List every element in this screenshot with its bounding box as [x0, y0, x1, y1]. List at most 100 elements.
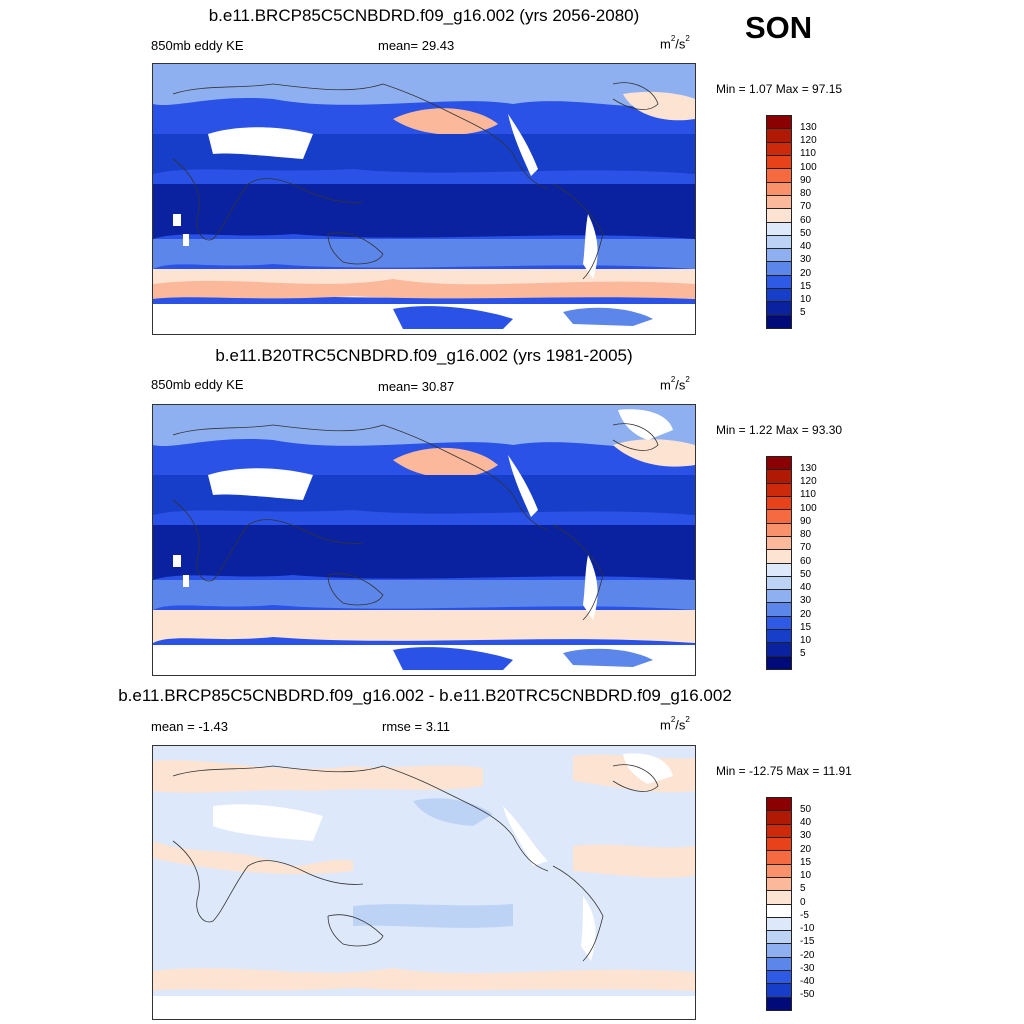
colorbar-swatch: [767, 470, 791, 484]
colorbar-swatch: [767, 302, 791, 316]
colorbar-swatch: [767, 249, 791, 263]
panel-2-units: m2/s2: [660, 375, 690, 393]
colorbar-swatch: [767, 616, 791, 631]
colorbar-tick-label: 20: [800, 844, 812, 855]
colorbar-swatch: [767, 811, 791, 825]
colorbar-swatch: [767, 997, 791, 1010]
colorbar-tick-label: 50: [800, 569, 812, 580]
colorbar-tick-label: 90: [800, 516, 812, 527]
colorbar-swatch: [767, 798, 791, 812]
colorbar-tick-label: 5: [800, 883, 806, 894]
colorbar-tick-label: 70: [800, 542, 812, 553]
colorbar-tick-label: 90: [800, 175, 812, 186]
colorbar-swatch: [767, 630, 791, 644]
colorbar-swatch: [767, 483, 791, 497]
colorbar-tick-label: 30: [800, 830, 812, 841]
colorbar-tick-label: -30: [800, 963, 815, 974]
panel-2-minmax: Min = 1.22 Max = 93.30: [716, 423, 843, 437]
colorbar-tick-label: 10: [800, 635, 812, 646]
colorbar-swatch: [767, 917, 791, 932]
panel-3-map: [152, 745, 696, 1020]
colorbar-swatch: [767, 289, 791, 303]
panel-3-mean-label: mean = -1.43: [151, 719, 228, 734]
colorbar-swatch: [767, 971, 791, 985]
colorbar-tick-label: 30: [800, 254, 812, 265]
colorbar-tick-label: 10: [800, 870, 812, 881]
colorbar-tick-label: 50: [800, 228, 812, 239]
colorbar-tick-label: 130: [800, 122, 817, 133]
colorbar-tick-label: 80: [800, 188, 812, 199]
panel-1-colorbar: [766, 115, 792, 329]
colorbar-swatch: [767, 563, 791, 577]
colorbar-swatch: [767, 851, 791, 865]
panel-1-map: [152, 63, 696, 335]
colorbar-swatch: [767, 931, 791, 945]
colorbar-swatch: [767, 169, 791, 183]
panel-3-rmse-label: rmse = 3.11: [382, 719, 451, 734]
colorbar-tick-label: 40: [800, 241, 812, 252]
colorbar-swatch: [767, 891, 791, 905]
colorbar-tick-label: 20: [800, 268, 812, 279]
colorbar-swatch: [767, 209, 791, 223]
colorbar-tick-label: 20: [800, 609, 812, 620]
colorbar-swatch: [767, 142, 791, 156]
colorbar-tick-label: 110: [800, 148, 816, 159]
colorbar-tick-label: -20: [800, 950, 815, 961]
colorbar-tick-label: 15: [800, 622, 812, 633]
colorbar-swatch: [767, 536, 791, 551]
panel-2-colorbar: [766, 456, 792, 670]
colorbar-swatch: [767, 262, 791, 276]
colorbar-tick-label: 60: [800, 556, 812, 567]
colorbar-swatch: [767, 457, 791, 471]
colorbar-tick-label: -40: [800, 976, 815, 987]
colorbar-swatch: [767, 957, 791, 972]
panel-2-mean-label: mean= 30.87: [378, 379, 455, 394]
colorbar-tick-label: 110: [800, 489, 816, 500]
colorbar-swatch: [767, 864, 791, 878]
colorbar-tick-label: 15: [800, 857, 812, 868]
colorbar-swatch: [767, 235, 791, 250]
colorbar-swatch: [767, 656, 791, 669]
colorbar-tick-label: 10: [800, 294, 812, 305]
colorbar-swatch: [767, 984, 791, 998]
colorbar-tick-label: 120: [800, 476, 817, 487]
panel-2-variable-label: 850mb eddy KE: [151, 377, 244, 392]
panel-3-units: m2/s2: [660, 715, 690, 733]
colorbar-tick-label: 30: [800, 595, 812, 606]
colorbar-tick-label: 120: [800, 135, 817, 146]
colorbar-swatch: [767, 195, 791, 210]
colorbar-swatch: [767, 275, 791, 290]
colorbar-tick-label: -50: [800, 989, 815, 1000]
colorbar-swatch: [767, 510, 791, 524]
panel-1-variable-label: 850mb eddy KE: [151, 38, 244, 53]
colorbar-swatch: [767, 944, 791, 958]
colorbar-swatch: [767, 643, 791, 657]
colorbar-swatch: [767, 550, 791, 564]
colorbar-tick-label: 5: [800, 648, 806, 659]
colorbar-tick-label: 15: [800, 281, 812, 292]
colorbar-tick-label: 80: [800, 529, 812, 540]
panel-2-map: [152, 404, 696, 676]
colorbar-tick-label: 70: [800, 201, 812, 212]
colorbar-tick-label: 5: [800, 307, 806, 318]
colorbar-tick-label: 0: [800, 897, 806, 908]
colorbar-tick-label: 100: [800, 503, 817, 514]
panel-1-mean-label: mean= 29.43: [378, 38, 455, 53]
panel-1-title: b.e11.BRCP85C5CNBDRD.f09_g16.002 (yrs 20…: [208, 6, 640, 25]
panel-3-minmax: Min = -12.75 Max = 11.91: [716, 764, 852, 778]
colorbar-swatch: [767, 837, 791, 852]
colorbar-swatch: [767, 116, 791, 130]
colorbar-swatch: [767, 315, 791, 328]
colorbar-swatch: [767, 182, 791, 196]
colorbar-swatch: [767, 222, 791, 236]
colorbar-tick-label: 40: [800, 582, 812, 593]
colorbar-swatch: [767, 824, 791, 838]
colorbar-tick-label: 100: [800, 162, 817, 173]
colorbar-tick-label: 50: [800, 804, 812, 815]
colorbar-swatch: [767, 877, 791, 892]
colorbar-tick-label: -5: [800, 910, 809, 921]
colorbar-swatch: [767, 523, 791, 537]
colorbar-tick-label: -10: [800, 923, 815, 934]
colorbar-tick-label: -15: [800, 936, 815, 947]
colorbar-tick-label: 130: [800, 463, 817, 474]
